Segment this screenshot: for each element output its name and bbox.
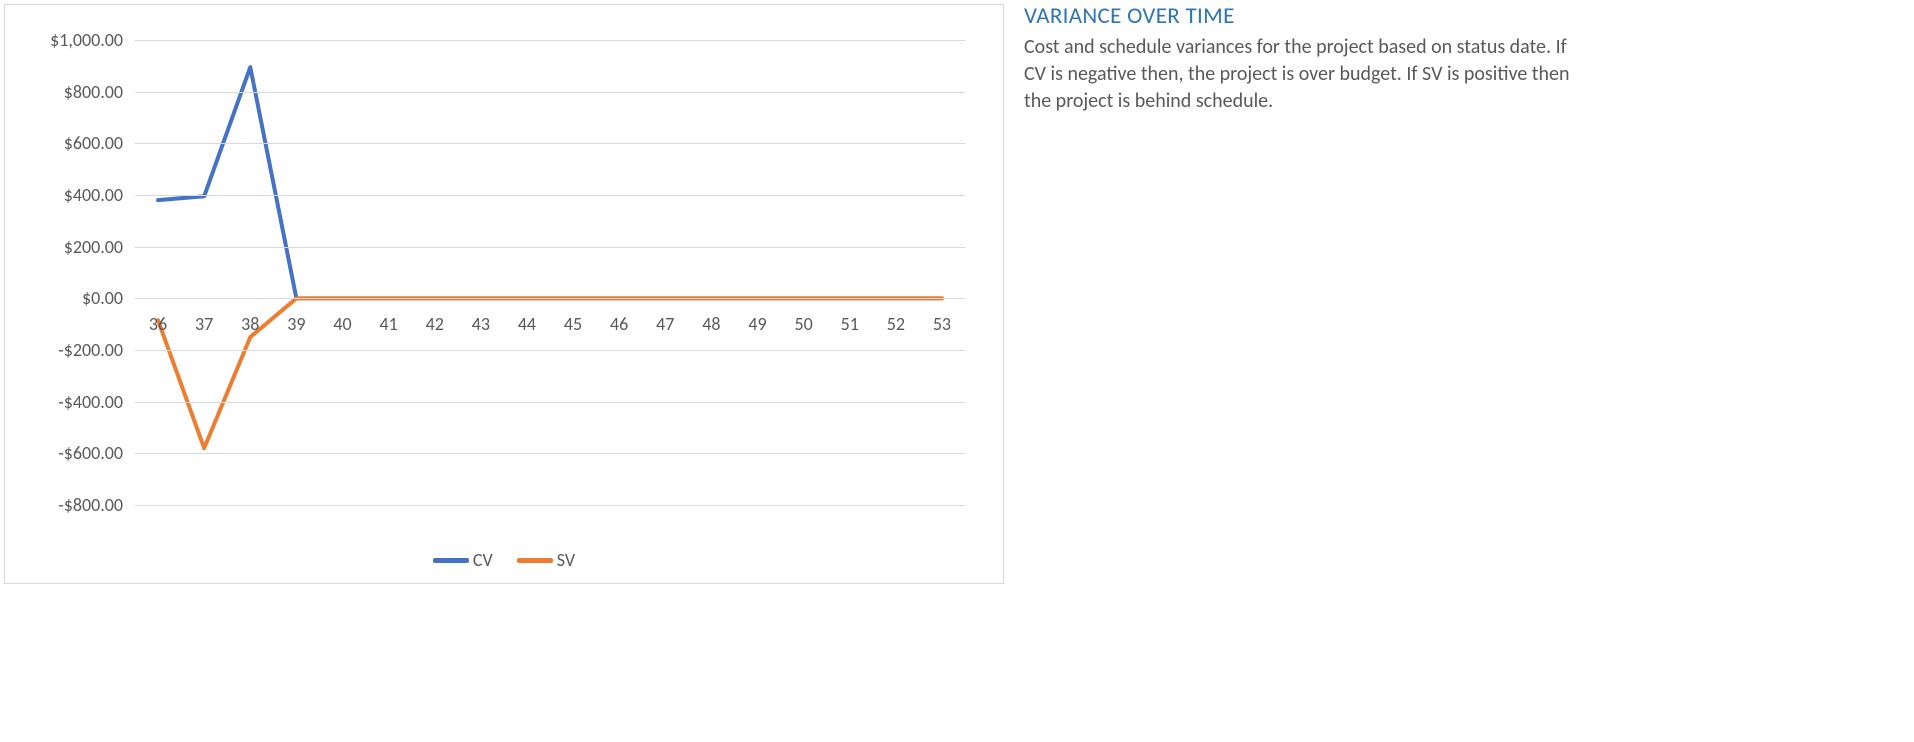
variance-chart: CV SV $1,000.00 $800.00 $600.00 $400.00 $200.… [4,4,1004,584]
gridline [135,92,965,93]
legend-label: SV [557,549,575,571]
y-tick-label: -$800.00 [13,494,123,516]
x-tick-label: 37 [195,313,213,335]
series-line-cv [158,67,942,298]
chart-svg [135,40,965,505]
x-tick-label: 41 [379,313,397,335]
plot-area [135,40,965,505]
legend-swatch [433,558,469,563]
chart-legend: CV SV [5,549,1003,571]
gridline [135,247,965,248]
legend-label: CV [473,549,493,571]
y-tick-label: -$400.00 [13,391,123,413]
y-tick-label: $600.00 [13,132,123,154]
info-body: Cost and schedule variances for the proj… [1024,34,1584,115]
legend-swatch [517,558,553,563]
gridline [135,298,965,299]
gridline [135,195,965,196]
x-tick-label: 39 [287,313,305,335]
x-tick-label: 50 [794,313,812,335]
gridline [135,505,965,506]
x-tick-label: 52 [887,313,905,335]
legend-item-sv: SV [517,549,575,571]
x-tick-label: 36 [149,313,167,335]
y-tick-label: $1,000.00 [13,29,123,51]
y-tick-label: -$600.00 [13,442,123,464]
info-panel: VARIANCE OVER TIME Cost and schedule var… [1024,2,1884,742]
x-tick-label: 38 [241,313,259,335]
series-line-sv [158,298,942,448]
x-tick-label: 40 [333,313,351,335]
x-tick-label: 42 [426,313,444,335]
y-tick-label: $400.00 [13,184,123,206]
x-tick-label: 44 [518,313,536,335]
x-tick-label: 51 [841,313,859,335]
x-tick-label: 45 [564,313,582,335]
x-tick-label: 53 [933,313,951,335]
x-tick-label: 43 [472,313,490,335]
gridline [135,453,965,454]
gridline [135,40,965,41]
gridline [135,402,965,403]
y-tick-label: -$200.00 [13,339,123,361]
legend-item-cv: CV [433,549,493,571]
gridline [135,143,965,144]
gridline [135,350,965,351]
info-title: VARIANCE OVER TIME [1024,2,1884,30]
y-tick-label: $0.00 [13,287,123,309]
x-tick-label: 49 [748,313,766,335]
y-tick-label: $200.00 [13,236,123,258]
y-tick-label: $800.00 [13,81,123,103]
x-tick-label: 47 [656,313,674,335]
x-tick-label: 48 [702,313,720,335]
x-tick-label: 46 [610,313,628,335]
